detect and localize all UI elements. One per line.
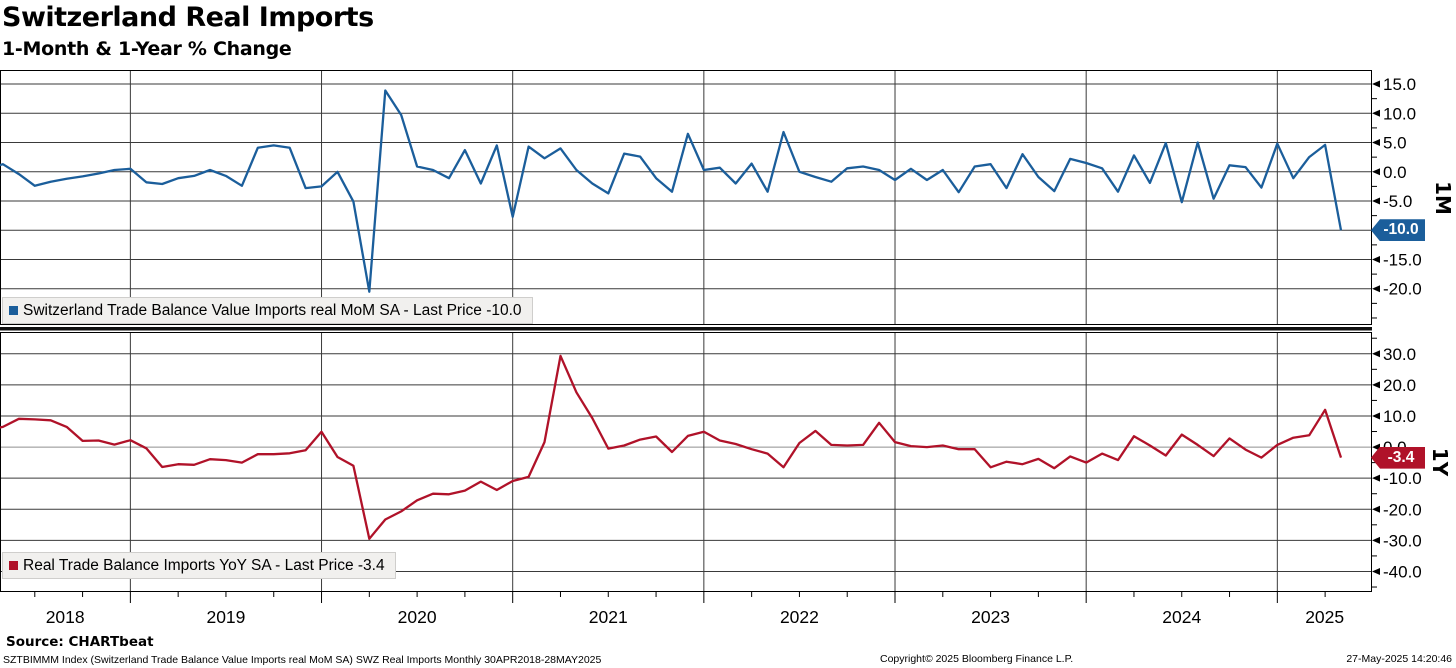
svg-text:20.0: 20.0: [1383, 376, 1416, 395]
timestamp: 27-May-2025 14:20:46: [1346, 653, 1452, 665]
svg-text:-20.0: -20.0: [1383, 280, 1422, 299]
legend-1y: Real Trade Balance Imports YoY SA - Last…: [2, 552, 396, 579]
x-axis-year-2025: 2025: [1305, 607, 1344, 627]
x-axis-year-2021: 2021: [589, 607, 628, 627]
x-axis-year-2018: 2018: [46, 607, 85, 627]
copyright-notice: Copyright© 2025 Bloomberg Finance L.P.: [880, 653, 1074, 665]
svg-text:-10.0: -10.0: [1383, 469, 1422, 488]
svg-text:-30.0: -30.0: [1383, 531, 1422, 550]
svg-text:-40.0: -40.0: [1383, 562, 1422, 581]
page-subtitle: 1-Month & 1-Year % Change: [2, 38, 292, 60]
svg-text:10.0: 10.0: [1383, 407, 1416, 426]
svg-text:0.0: 0.0: [1383, 163, 1407, 182]
svg-text:10.0: 10.0: [1383, 104, 1416, 123]
axis-label-1m: 1M: [1430, 180, 1455, 215]
svg-text:-5.0: -5.0: [1383, 192, 1412, 211]
last-price-badge-1y: -3.4: [1371, 446, 1425, 469]
source-label: Source: CHARTbeat: [6, 634, 154, 650]
x-axis-year-2020: 2020: [398, 607, 437, 627]
ticker-description: SZTBIMMM Index (Switzerland Trade Balanc…: [3, 654, 602, 666]
x-axis-year-2023: 2023: [971, 607, 1010, 627]
axis-label-1y: 1Y: [1428, 447, 1453, 477]
legend-swatch-1m-icon: [9, 306, 18, 315]
last-price-badge-1m: -10.0: [1371, 219, 1425, 242]
svg-text:-15.0: -15.0: [1383, 250, 1422, 269]
legend-swatch-1y-icon: [9, 561, 18, 570]
svg-text:5.0: 5.0: [1383, 134, 1407, 153]
svg-text:30.0: 30.0: [1383, 345, 1416, 364]
legend-1y-label: Real Trade Balance Imports YoY SA - Last…: [23, 556, 385, 574]
chart-canvas[interactable]: 15.0 10.0 5.0 0.0 -5.0 -10.0 -15.0 -20.0 30.0 20.…: [0, 0, 1456, 640]
x-axis-year-2022: 2022: [780, 607, 819, 627]
page-title: Switzerland Real Imports: [2, 2, 374, 33]
legend-1m-label: Switzerland Trade Balance Value Imports …: [23, 301, 522, 319]
legend-1m: Switzerland Trade Balance Value Imports …: [2, 297, 533, 324]
x-axis-year-2024: 2024: [1162, 607, 1201, 627]
svg-text:15.0: 15.0: [1383, 75, 1416, 94]
x-axis-year-2019: 2019: [206, 607, 245, 627]
svg-text:-20.0: -20.0: [1383, 500, 1422, 519]
